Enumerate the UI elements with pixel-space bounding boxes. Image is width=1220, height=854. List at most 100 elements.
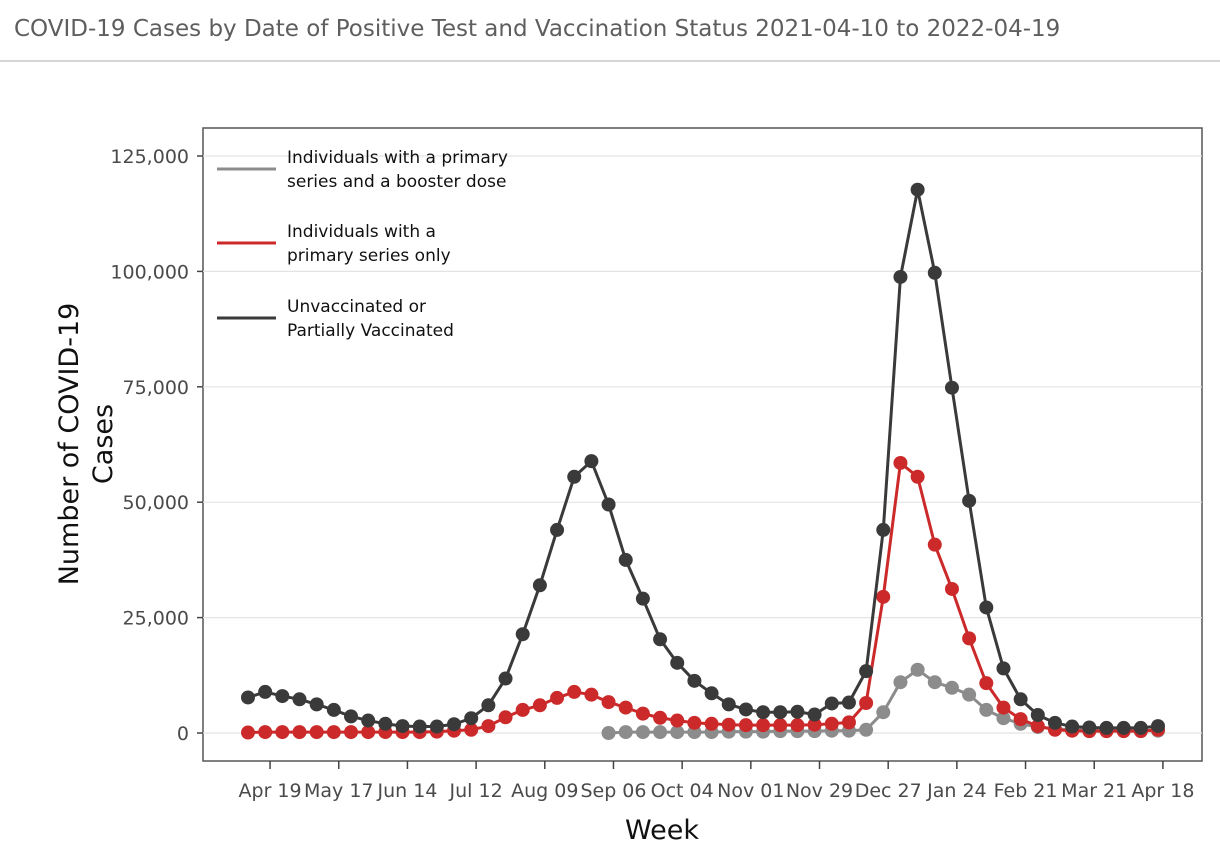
- data-point: [464, 711, 479, 726]
- data-point: [601, 695, 616, 710]
- x-tick-label: Nov 01: [717, 780, 784, 802]
- y-tick-label: 50,000: [123, 492, 189, 514]
- plot-frame: [202, 127, 1203, 762]
- data-point: [996, 711, 1011, 726]
- data-point: [567, 684, 582, 699]
- data-point: [807, 707, 822, 722]
- legend-label: Individuals with a primary series only: [287, 222, 451, 266]
- x-tick-label: Oct 04: [651, 780, 714, 802]
- data-point: [464, 722, 479, 737]
- data-point: [618, 552, 633, 567]
- series-group: [241, 182, 1165, 740]
- x-tick-label: Apr 19: [239, 780, 302, 802]
- data-point: [498, 710, 513, 725]
- data-point: [790, 704, 805, 719]
- data-point: [962, 687, 977, 702]
- data-point: [944, 380, 959, 395]
- data-point: [1099, 720, 1114, 735]
- data-point: [876, 522, 891, 537]
- data-point: [515, 627, 530, 642]
- data-point: [962, 493, 977, 508]
- data-point: [670, 655, 685, 670]
- data-point: [738, 702, 753, 717]
- y-axis-title-group: Number of COVID-19 Cases: [54, 303, 119, 586]
- data-point: [756, 705, 771, 720]
- y-tick-label: 100,000: [110, 261, 189, 283]
- data-point: [841, 715, 856, 730]
- data-point: [635, 725, 650, 740]
- y-tick-label: 75,000: [123, 377, 189, 399]
- data-point: [944, 581, 959, 596]
- data-point: [258, 725, 273, 740]
- data-point: [515, 702, 530, 717]
- data-point: [893, 455, 908, 470]
- data-point: [258, 684, 273, 699]
- data-point: [721, 697, 736, 712]
- data-point: [979, 702, 994, 717]
- y-tick-label: 0: [177, 723, 189, 745]
- data-point: [361, 713, 376, 728]
- data-point: [584, 687, 599, 702]
- data-point: [309, 697, 324, 712]
- chart-header: COVID-19 Cases by Date of Positive Test …: [0, 0, 1220, 62]
- data-point: [429, 719, 444, 734]
- data-point: [704, 686, 719, 701]
- data-point: [910, 662, 925, 677]
- data-point: [481, 698, 496, 713]
- data-point: [653, 632, 668, 647]
- x-axis-title: Week: [625, 815, 699, 846]
- y-tick-label: 25,000: [123, 608, 189, 630]
- data-point: [498, 671, 513, 686]
- data-point: [893, 675, 908, 690]
- data-point: [1082, 720, 1097, 735]
- data-point: [841, 695, 856, 710]
- data-point: [910, 182, 925, 197]
- data-point: [927, 675, 942, 690]
- data-point: [893, 269, 908, 284]
- data-point: [773, 705, 788, 720]
- data-point: [361, 725, 376, 740]
- data-point: [670, 725, 685, 740]
- data-point: [344, 725, 359, 740]
- data-point: [618, 725, 633, 740]
- data-point: [275, 689, 290, 704]
- data-point: [1133, 720, 1148, 735]
- y-axis-ticks: 0 25,000 50,000 75,000 100,000 125,000: [110, 146, 203, 745]
- x-axis-ticks: Apr 19 May 17 Jun 14 Jul 12 Aug 09 Sep 06 Oct …: [239, 761, 1194, 802]
- data-point: [584, 454, 599, 469]
- data-point: [876, 589, 891, 604]
- data-point: [532, 698, 547, 713]
- data-point: [326, 702, 341, 717]
- data-point: [910, 469, 925, 484]
- legend: Individuals with a primary series and a b…: [217, 148, 508, 341]
- data-point: [618, 700, 633, 715]
- data-point: [859, 664, 874, 679]
- x-tick-label: Jan 24: [926, 780, 987, 802]
- x-tick-label: May 17: [304, 780, 374, 802]
- data-point: [412, 719, 427, 734]
- data-point: [1013, 712, 1028, 727]
- data-point: [635, 591, 650, 606]
- data-point: [447, 717, 462, 732]
- data-point: [481, 719, 496, 734]
- data-point: [687, 715, 702, 730]
- x-tick-label: Mar 21: [1061, 780, 1127, 802]
- data-point: [859, 722, 874, 737]
- data-point: [309, 725, 324, 740]
- y-axis-title: Number of COVID-19 Cases: [54, 303, 119, 586]
- data-point: [979, 600, 994, 615]
- data-point: [1047, 715, 1062, 730]
- data-point: [344, 709, 359, 724]
- data-point: [944, 680, 959, 695]
- data-point: [859, 695, 874, 710]
- legend-item-1: Individuals with a primary series and a b…: [217, 148, 508, 192]
- data-point: [756, 718, 771, 733]
- data-point: [567, 469, 582, 484]
- data-point: [704, 716, 719, 731]
- data-point: [395, 719, 410, 734]
- data-point: [738, 718, 753, 733]
- y-tick-label: 125,000: [110, 146, 189, 168]
- data-point: [1116, 720, 1131, 735]
- legend-item-2: Individuals with a primary series only: [217, 222, 451, 266]
